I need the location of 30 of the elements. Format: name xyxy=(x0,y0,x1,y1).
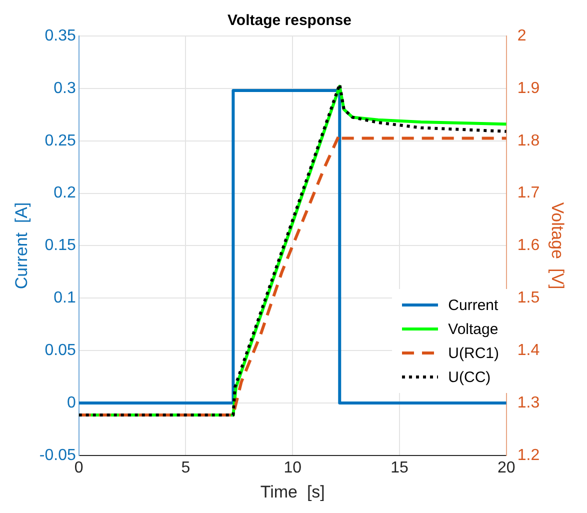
y2-tick-label: 1.9 xyxy=(517,80,540,97)
y2-tick-label: 1.7 xyxy=(517,184,540,202)
y-tick-label: 0.25 xyxy=(44,132,76,150)
legend-label: U(CC) xyxy=(448,368,491,386)
legend-label: U(RC1) xyxy=(448,344,499,362)
y2-tick-label: 1.2 xyxy=(517,446,540,464)
y2-tick-label: 1.4 xyxy=(517,342,540,359)
y-tick-label: 0.1 xyxy=(54,290,76,307)
x-tick-label: 20 xyxy=(497,459,516,476)
y2-tick-label: 1.6 xyxy=(517,237,540,254)
y2-axis-title: Voltage [V] xyxy=(548,202,568,290)
y2-tick-label: 1.3 xyxy=(517,394,540,412)
y-tick-label: 0.15 xyxy=(44,237,76,254)
y2-tick-label: 1.8 xyxy=(517,132,540,150)
x-tick-label: 5 xyxy=(181,459,190,476)
y-axis-title: Current [A] xyxy=(12,202,31,290)
x-tick-label: 10 xyxy=(284,459,302,476)
y2-tick-label: 1.5 xyxy=(517,290,540,307)
y-tick-label: 0.2 xyxy=(54,184,76,202)
y-tick-label: 0 xyxy=(66,394,76,412)
chart-title: Voltage response xyxy=(228,12,352,30)
legend-label: Current xyxy=(448,296,498,314)
legend-label: Voltage xyxy=(448,320,498,338)
y-tick-label: -0.05 xyxy=(39,446,76,464)
y-tick-label: 0.3 xyxy=(54,80,76,97)
x-axis-title: Time [s] xyxy=(260,482,325,502)
y-tick-label: 0.05 xyxy=(44,342,76,359)
y-tick-label: 0.35 xyxy=(44,27,76,44)
x-tick-label: 15 xyxy=(390,459,408,476)
y2-tick-label: 2 xyxy=(517,27,526,44)
